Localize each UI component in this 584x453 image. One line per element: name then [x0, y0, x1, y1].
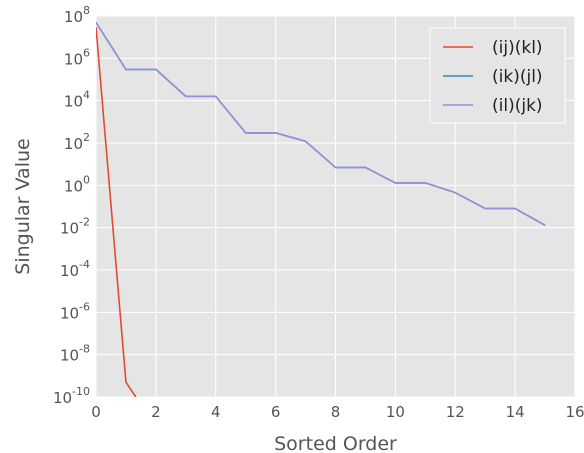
y-tick-exponent: -6: [79, 300, 90, 313]
y-tick-base: 10: [64, 177, 83, 195]
y-tick-label: 10-2: [60, 216, 90, 238]
x-tick-label: 10: [386, 403, 405, 421]
y-tick-base: 10: [53, 389, 72, 407]
y-tick-base: 10: [64, 135, 83, 153]
legend-label: (il)(jk): [492, 96, 543, 116]
y-tick-exponent: -2: [79, 216, 90, 229]
y-tick-exponent: 0: [83, 173, 90, 186]
y-tick-label: 100: [64, 173, 90, 195]
y-tick-base: 10: [64, 8, 83, 26]
y-tick-exponent: 4: [83, 89, 90, 102]
legend-label: (ij)(kl): [492, 38, 543, 58]
y-tick-label: 108: [64, 4, 90, 26]
x-tick-label: 12: [446, 403, 465, 421]
y-tick-label: 10-6: [60, 300, 90, 322]
y-tick-label: 10-4: [60, 258, 90, 280]
x-tick-label: 6: [271, 403, 281, 421]
x-tick-label: 2: [151, 403, 161, 421]
x-tick-label: 16: [565, 403, 584, 421]
series-line-3: [96, 21, 546, 226]
y-tick-label: 104: [64, 89, 90, 111]
x-axis-title: Sorted Order: [274, 433, 397, 453]
y-tick-label: 10-8: [60, 343, 90, 365]
x-axis-ticks: 0 2 4 6 8 10 12 14 16: [91, 403, 584, 421]
legend-label: (ik)(jl): [492, 67, 543, 87]
y-tick-label: 10-10: [53, 385, 90, 407]
y-tick-label: 106: [64, 46, 90, 68]
series-layer: [96, 21, 546, 397]
legend: (ij)(kl) (ik)(jl) (il)(jk): [429, 27, 566, 124]
x-tick-label: 0: [91, 403, 101, 421]
y-tick-base: 10: [60, 347, 79, 365]
x-tick-label: 14: [506, 403, 525, 421]
y-axis-title: Singular Value: [12, 138, 34, 274]
y-tick-exponent: 8: [83, 4, 90, 17]
y-tick-exponent: 6: [83, 46, 90, 59]
series-line-1: [96, 27, 137, 397]
y-tick-label: 102: [64, 131, 90, 153]
y-tick-exponent: -4: [79, 258, 90, 271]
y-tick-exponent: 2: [83, 131, 90, 144]
y-tick-base: 10: [60, 220, 79, 238]
y-tick-base: 10: [60, 304, 79, 322]
y-tick-base: 10: [64, 50, 83, 68]
y-tick-exponent: -10: [72, 385, 90, 398]
y-tick-exponent: -8: [79, 343, 90, 356]
x-tick-label: 8: [331, 403, 341, 421]
x-tick-label: 4: [211, 403, 221, 421]
y-tick-base: 10: [60, 262, 79, 280]
y-tick-base: 10: [64, 93, 83, 111]
